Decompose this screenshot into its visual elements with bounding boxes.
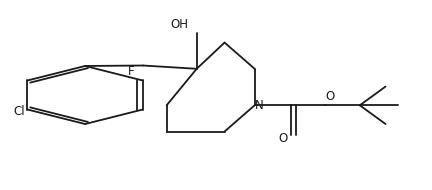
Text: O: O [326, 90, 335, 103]
Text: F: F [128, 65, 135, 78]
Text: Cl: Cl [13, 105, 25, 118]
Text: N: N [254, 99, 263, 112]
Text: O: O [278, 132, 287, 146]
Text: OH: OH [171, 18, 188, 31]
